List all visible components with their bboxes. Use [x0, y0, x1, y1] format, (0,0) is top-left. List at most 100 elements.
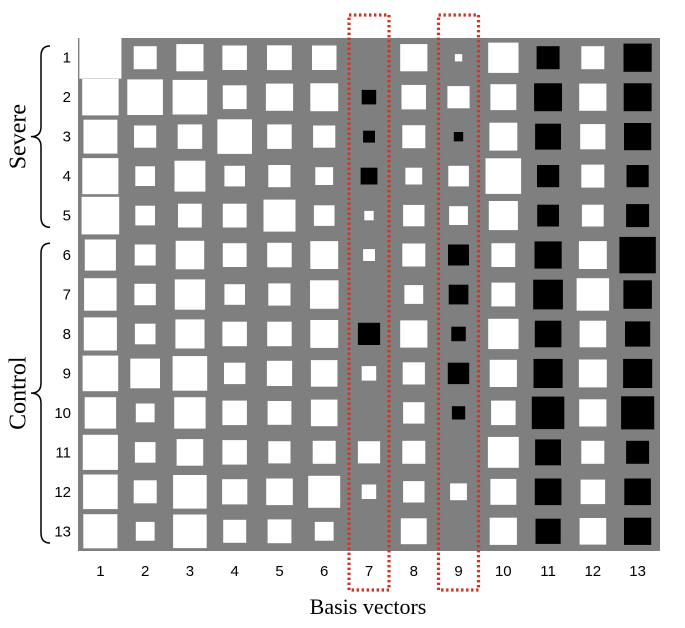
y-tick-label-7: 7 [63, 287, 71, 304]
cell-r7-c13 [623, 280, 652, 309]
cell-r1-c1 [79, 36, 122, 79]
cell-r8-c6 [310, 320, 339, 348]
cell-r9-c10 [489, 359, 517, 387]
cell-r2-c11 [534, 83, 562, 112]
cell-r1-c11 [536, 46, 560, 70]
cell-r1-c8 [400, 44, 428, 72]
cell-r3-c7 [363, 130, 375, 143]
cell-r4-c1 [82, 158, 119, 195]
cell-r4-c4 [224, 165, 245, 187]
cell-r12-c13 [624, 478, 651, 506]
cell-r9-c1 [82, 355, 119, 392]
cell-r5-c9 [449, 206, 468, 225]
cell-r13-c10 [489, 517, 517, 545]
cell-r12-c2 [133, 480, 157, 504]
cell-r7-c11 [533, 279, 563, 310]
cell-r1-c10 [488, 42, 519, 73]
y-tick-label-11: 11 [55, 444, 71, 461]
cell-r10-c5 [267, 401, 292, 425]
highlight-box-col-7 [347, 13, 391, 592]
cell-r8-c9 [451, 326, 466, 342]
cell-r12-c3 [173, 475, 207, 509]
cell-r9-c2 [130, 358, 160, 389]
cell-r2-c7 [361, 89, 377, 105]
cell-r5-c11 [537, 204, 559, 227]
cell-r13-c13 [624, 517, 652, 545]
cell-r3-c4 [217, 119, 252, 154]
y-tick-label-3: 3 [63, 129, 71, 146]
cell-r10-c1 [84, 397, 117, 429]
cell-r5-c12 [581, 204, 604, 227]
x-tick-label-5: 5 [275, 563, 283, 580]
cell-r4-c5 [268, 165, 291, 188]
cell-r12-c4 [222, 479, 248, 505]
y-tick-label-9: 9 [63, 365, 71, 382]
y-tick-label-8: 8 [63, 326, 71, 343]
cell-r8-c10 [488, 318, 519, 350]
cell-r9-c7 [361, 366, 377, 381]
cell-r13-c4 [223, 519, 247, 543]
cell-r12-c1 [83, 474, 118, 510]
cell-r7-c9 [448, 284, 469, 305]
x-tick-label-7: 7 [365, 563, 373, 580]
cell-r10-c13 [621, 396, 655, 430]
cell-r2-c3 [172, 79, 208, 115]
cell-r1-c9 [454, 54, 463, 62]
x-axis-label: Basis vectors [310, 594, 427, 619]
cell-r6-c11 [534, 241, 562, 269]
x-tick-label-4: 4 [231, 563, 239, 580]
cell-r5-c5 [263, 199, 296, 232]
cell-r8-c8 [400, 320, 428, 348]
y-tick-label-2: 2 [63, 89, 71, 106]
cell-r3-c8 [402, 125, 426, 149]
cell-r1-c2 [133, 46, 157, 70]
cell-r5-c1 [81, 196, 120, 235]
cell-r1-c13 [623, 43, 652, 72]
cell-r7-c4 [224, 284, 245, 305]
cell-r6-c9 [448, 244, 469, 266]
cell-r4-c2 [135, 166, 155, 186]
cell-r11-c11 [535, 439, 561, 466]
cell-r1-c4 [222, 45, 247, 70]
cell-r8-c1 [83, 317, 117, 351]
cell-r8-c5 [267, 321, 292, 347]
cell-r6-c2 [134, 244, 156, 266]
cell-r2-c4 [222, 85, 247, 110]
cell-r5-c3 [178, 203, 202, 228]
cell-r10-c4 [222, 400, 247, 426]
cell-r2-c1 [82, 79, 119, 116]
cell-r12-c8 [403, 481, 425, 503]
cell-r8-c2 [134, 323, 156, 345]
cell-r5-c4 [222, 203, 247, 228]
cell-r4-c10 [485, 158, 522, 194]
cell-r12-c5 [266, 478, 293, 506]
cell-r8-c13 [625, 321, 651, 347]
x-tick-label-1: 1 [96, 563, 104, 580]
group-brace-control [30, 242, 51, 544]
highlight-layer [347, 13, 481, 592]
y-tick-label-12: 12 [54, 484, 71, 501]
cell-r10-c9 [451, 406, 466, 420]
group-brace-severe [30, 45, 51, 229]
cell-r9-c8 [402, 362, 425, 385]
cell-r13-c1 [83, 514, 118, 549]
cell-r13-c6 [314, 521, 334, 541]
cell-r12-c12 [580, 479, 606, 505]
cell-r6-c8 [402, 243, 426, 267]
cell-r7-c8 [404, 285, 424, 304]
x-tick-label-12: 12 [584, 563, 601, 580]
group-label-severe: Severe [6, 104, 32, 169]
cell-r6-c1 [84, 239, 116, 271]
cell-r9-c12 [578, 359, 607, 388]
cell-r4-c9 [448, 165, 469, 187]
cell-r11-c1 [82, 434, 118, 470]
cell-r11-c7 [357, 441, 381, 464]
cell-r6-c3 [175, 240, 205, 270]
cell-r1-c6 [312, 45, 337, 70]
group-brace-layer: Severe Control [6, 45, 51, 544]
x-tick-label-9: 9 [454, 563, 462, 580]
cell-r1-c12 [581, 46, 605, 70]
y-tick-label-4: 4 [63, 168, 71, 185]
cell-r9-c6 [310, 360, 338, 387]
cell-r4-c8 [405, 167, 423, 185]
